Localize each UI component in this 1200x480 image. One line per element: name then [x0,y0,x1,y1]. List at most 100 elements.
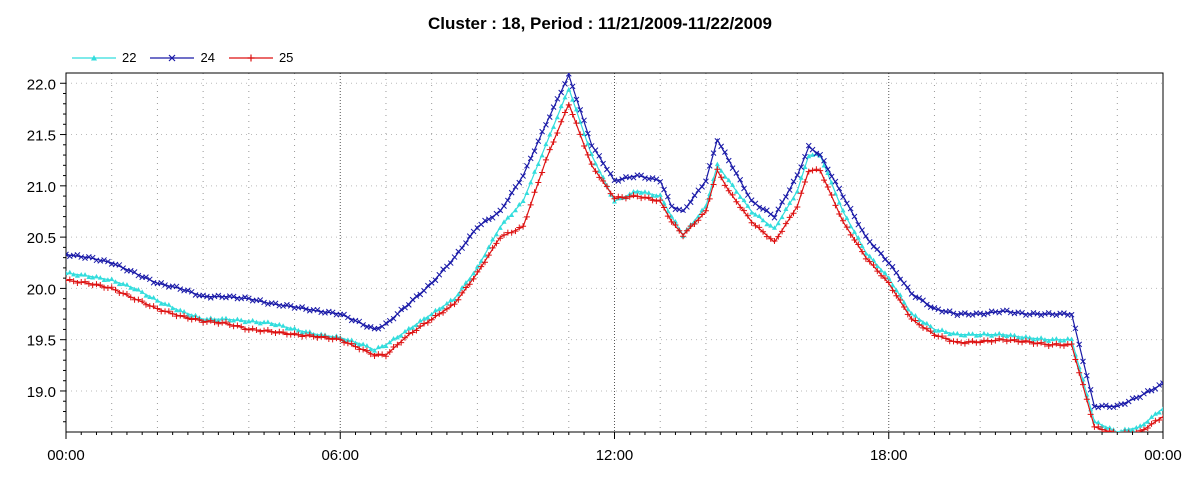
data-point-24 [162,282,168,288]
data-point-25 [908,316,915,323]
data-point-22 [749,210,755,215]
data-point-24 [821,157,827,164]
data-point-24 [101,257,107,263]
data-point-22 [66,270,69,276]
data-point-22 [981,330,987,336]
data-point-22 [1107,425,1113,430]
legend-swatch-25 [228,54,273,61]
data-point-25 [695,217,702,224]
data-point-22 [215,317,221,323]
data-point-25 [805,168,812,175]
data-point-24 [367,324,374,330]
data-point-25 [889,287,896,294]
data-point-22 [1149,414,1155,419]
data-point-22 [505,214,511,220]
data-point-25 [268,328,275,335]
data-point-24 [596,152,603,159]
data-point-25 [1034,340,1041,347]
data-point-25 [173,313,180,320]
data-point-22 [547,131,553,137]
data-point-24 [504,197,511,204]
data-point-25 [741,207,748,214]
data-point-25 [367,351,374,358]
data-point-22 [497,225,503,230]
data-point-24 [977,310,984,317]
data-point-22 [455,291,461,297]
data-point-24 [527,155,534,162]
data-point-24 [158,280,165,286]
data-point-22 [730,182,736,187]
data-point-24 [375,325,382,332]
data-point-25 [843,224,850,231]
data-point-25 [139,298,146,305]
data-point-25 [85,280,92,287]
data-point-24 [1038,312,1044,319]
data-point-24 [546,114,553,120]
data-point-22 [1069,336,1075,342]
data-point-25 [840,217,847,224]
data-point-25 [1087,411,1094,418]
data-point-25 [302,332,309,339]
data-point-22 [120,281,126,286]
y-tick-label: 21.0 [27,179,56,196]
data-point-25 [824,184,831,191]
data-point-25 [600,177,607,184]
data-point-22 [924,320,930,326]
data-point-22 [231,318,237,323]
data-point-24 [718,143,725,150]
data-point-25 [1011,336,1018,343]
data-point-24 [798,164,804,171]
data-point-24 [1026,311,1033,318]
data-point-24 [954,312,961,319]
data-point-24 [664,193,671,200]
data-point-25 [851,236,858,243]
data-point-22 [558,103,564,109]
data-point-25 [954,338,961,345]
data-point-24 [390,315,397,322]
data-point-24 [653,176,660,183]
data-point-25 [546,146,553,153]
data-point-22 [756,213,762,219]
data-point-25 [371,352,378,359]
data-point-24 [485,216,492,223]
data-point-24 [341,311,347,318]
data-point-25 [1049,341,1056,348]
data-point-24 [817,151,824,158]
data-point-22 [387,339,393,345]
series-24 [66,73,1163,411]
data-point-24 [535,138,542,145]
data-point-22 [977,332,983,338]
data-point-25 [352,343,359,350]
data-point-25 [809,167,816,174]
data-point-22 [966,331,972,336]
data-point-22 [535,161,541,166]
data-point-24 [832,178,839,185]
data-point-22 [74,273,80,278]
data-point-22 [737,194,743,199]
data-point-22 [109,276,115,281]
legend-item-22: 22 [72,50,136,65]
data-point-24 [204,293,210,300]
data-point-25 [744,212,751,219]
data-point-22 [1023,334,1029,339]
data-point-22 [1116,430,1119,432]
data-point-22 [1034,336,1040,341]
data-point-22 [851,229,857,234]
data-point-22 [829,179,835,185]
data-point-24 [531,148,538,155]
data-point-24 [539,128,545,135]
data-point-25 [66,277,69,284]
data-point-24 [935,306,942,313]
data-point-25 [782,220,789,227]
data-point-24 [451,254,458,260]
data-point-22 [307,329,313,334]
data-point-24 [303,306,309,312]
data-point-25 [927,328,934,335]
data-point-22 [1160,406,1163,411]
data-point-25 [878,272,885,279]
data-point-24 [105,258,111,265]
data-point-25 [680,233,687,240]
data-point-22 [93,273,99,279]
data-point-22 [669,213,675,219]
data-point-25 [721,182,728,189]
